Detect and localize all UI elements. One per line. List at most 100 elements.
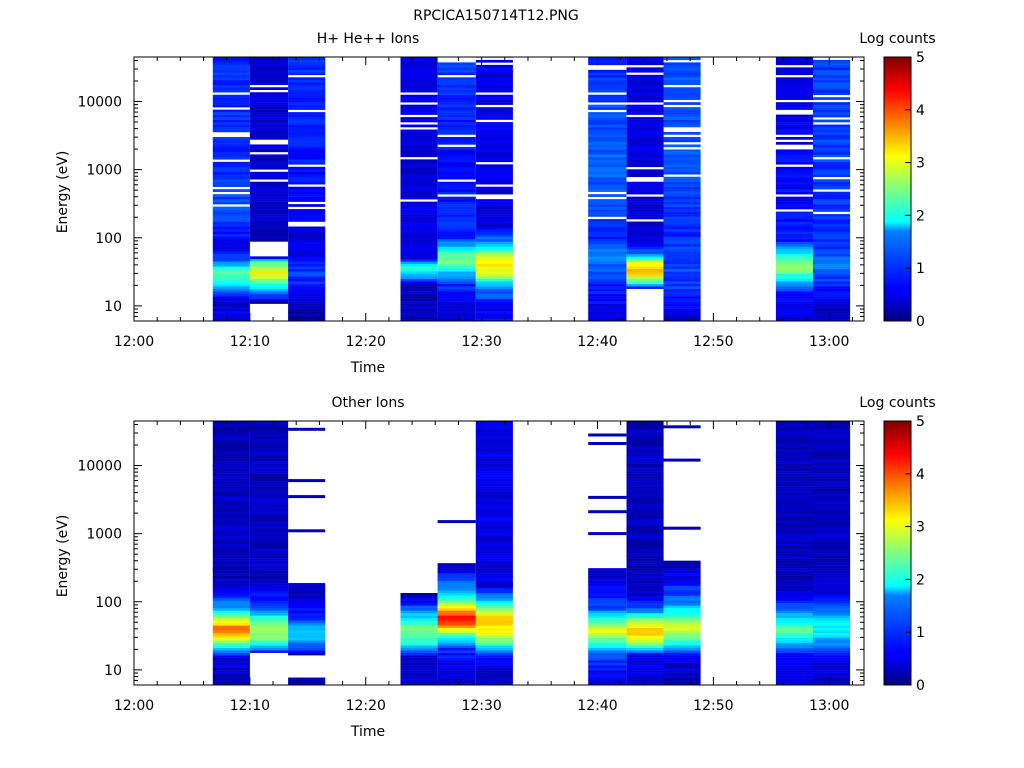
cell	[626, 246, 664, 250]
cell	[249, 590, 289, 594]
y-tick-label: 1000	[86, 527, 122, 543]
cell	[475, 647, 513, 651]
cell	[475, 513, 513, 517]
cell	[813, 421, 851, 425]
time-column	[212, 57, 250, 322]
cell	[288, 149, 326, 153]
cell	[663, 206, 701, 210]
cell	[288, 196, 326, 200]
cell	[588, 194, 627, 197]
cell	[249, 491, 289, 494]
cell	[249, 67, 289, 71]
cell	[775, 553, 813, 556]
cell	[775, 515, 813, 519]
cell	[249, 468, 289, 472]
cell	[813, 256, 851, 260]
cell	[249, 588, 289, 591]
cell	[249, 112, 289, 115]
cell	[813, 540, 851, 544]
cell	[400, 675, 438, 678]
cell	[212, 652, 250, 656]
cell	[212, 303, 250, 307]
colorbar-tick-label: 5	[916, 50, 925, 66]
cell	[775, 438, 813, 442]
cell	[212, 117, 250, 120]
cell	[212, 503, 250, 507]
cell	[813, 563, 851, 566]
cell	[663, 627, 701, 631]
cell	[288, 209, 326, 212]
cell	[400, 146, 438, 150]
cell	[475, 605, 513, 609]
cell	[588, 682, 627, 686]
cell	[626, 206, 664, 210]
cell	[400, 161, 438, 165]
cell	[663, 318, 701, 322]
cell	[663, 682, 701, 686]
cell	[813, 301, 851, 304]
cell	[626, 224, 664, 227]
cell	[626, 107, 664, 110]
cell	[400, 228, 438, 232]
cell	[775, 508, 813, 512]
cell	[437, 306, 476, 309]
cell	[212, 570, 250, 574]
cell	[437, 590, 476, 594]
cell	[212, 605, 250, 609]
cell	[775, 238, 813, 242]
cell	[400, 109, 438, 113]
cell	[813, 127, 851, 130]
cell	[626, 426, 664, 430]
cell	[813, 436, 851, 440]
cell	[288, 154, 326, 158]
cell	[588, 151, 627, 155]
cell	[775, 622, 813, 626]
cell	[475, 79, 513, 83]
cell	[626, 622, 664, 626]
cell	[212, 74, 250, 78]
cell	[626, 607, 664, 611]
cell	[588, 677, 627, 681]
cell	[813, 637, 851, 641]
cell	[775, 256, 813, 260]
cell	[212, 617, 250, 621]
cell	[249, 565, 289, 569]
cell	[775, 505, 813, 509]
cell	[475, 655, 513, 658]
cell	[249, 545, 289, 549]
cell	[813, 642, 851, 646]
cell	[588, 139, 627, 143]
cell	[813, 161, 851, 165]
cell	[400, 622, 438, 626]
cell	[288, 161, 326, 165]
cell	[775, 672, 813, 676]
cell	[626, 122, 664, 125]
cell	[775, 141, 813, 145]
cell	[249, 483, 289, 487]
cell	[626, 124, 664, 128]
cell	[212, 124, 250, 128]
cell	[400, 119, 438, 123]
cell	[626, 635, 664, 639]
cell	[249, 134, 289, 138]
cell	[588, 667, 627, 671]
cell	[212, 523, 250, 527]
cell	[288, 62, 326, 66]
cell	[626, 448, 664, 452]
cell	[626, 538, 664, 542]
cell	[212, 141, 250, 145]
cell	[663, 298, 701, 302]
cell	[775, 149, 813, 153]
cell	[475, 496, 513, 499]
cell	[400, 660, 438, 663]
cell	[813, 528, 851, 532]
time-column	[813, 421, 851, 686]
cell	[212, 493, 250, 497]
cell	[775, 488, 813, 492]
cell	[775, 174, 813, 178]
cell	[663, 154, 701, 158]
cell	[813, 632, 851, 636]
panel-title: H+ He++ Ions	[317, 31, 420, 47]
cell	[212, 248, 250, 252]
